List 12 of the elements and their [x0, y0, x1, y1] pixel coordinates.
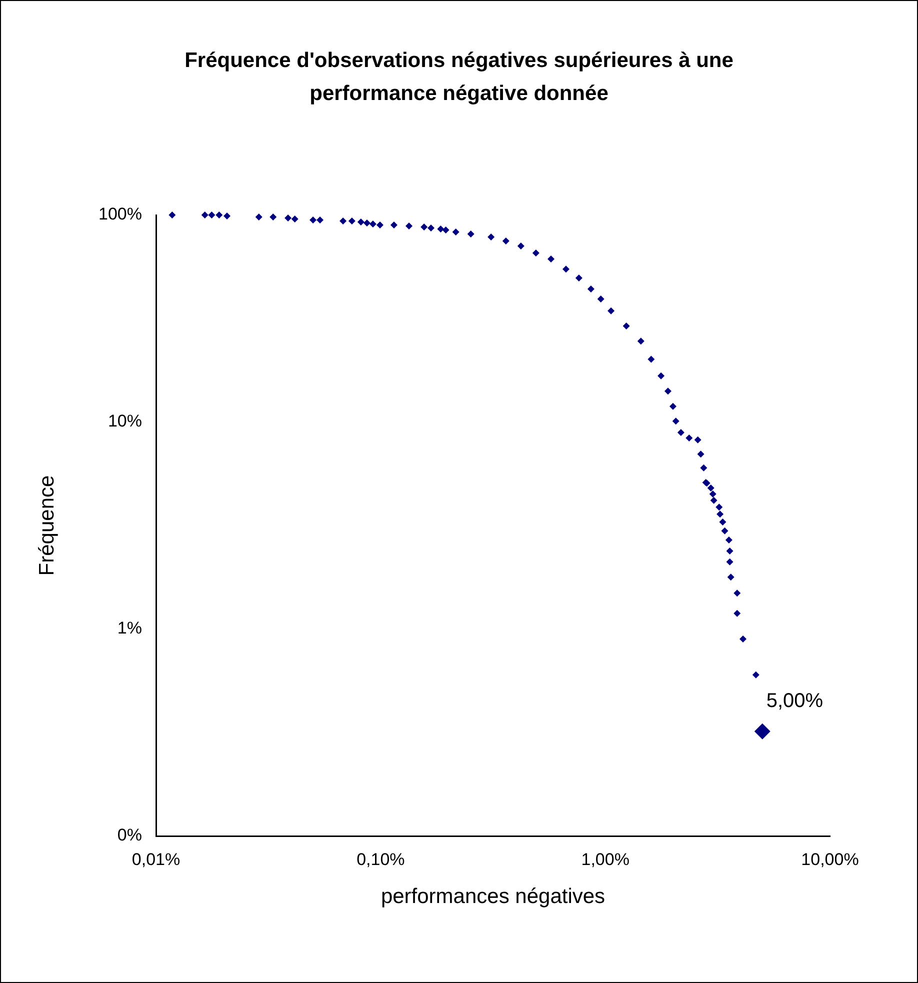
y-tick-label: 10%: [108, 412, 142, 431]
y-tick-label: 100%: [98, 204, 142, 224]
annotation: 5,00%: [766, 690, 824, 712]
x-tick-label: 10,00%: [801, 850, 859, 869]
y-tick-label: 1%: [117, 618, 142, 638]
x-axis-title: performances négatives: [380, 885, 606, 908]
x-tick-label: 0,01%: [132, 850, 180, 869]
x-tick-label: 0,10%: [356, 850, 405, 869]
chart-title: Fréquence d'observations négatives supérieures à une performance négative donnée: [184, 48, 734, 105]
x-tick-label: 1,00%: [581, 850, 630, 869]
y-tick-label: 0%: [117, 826, 142, 845]
y-axis-title: Fréquence: [35, 475, 58, 576]
